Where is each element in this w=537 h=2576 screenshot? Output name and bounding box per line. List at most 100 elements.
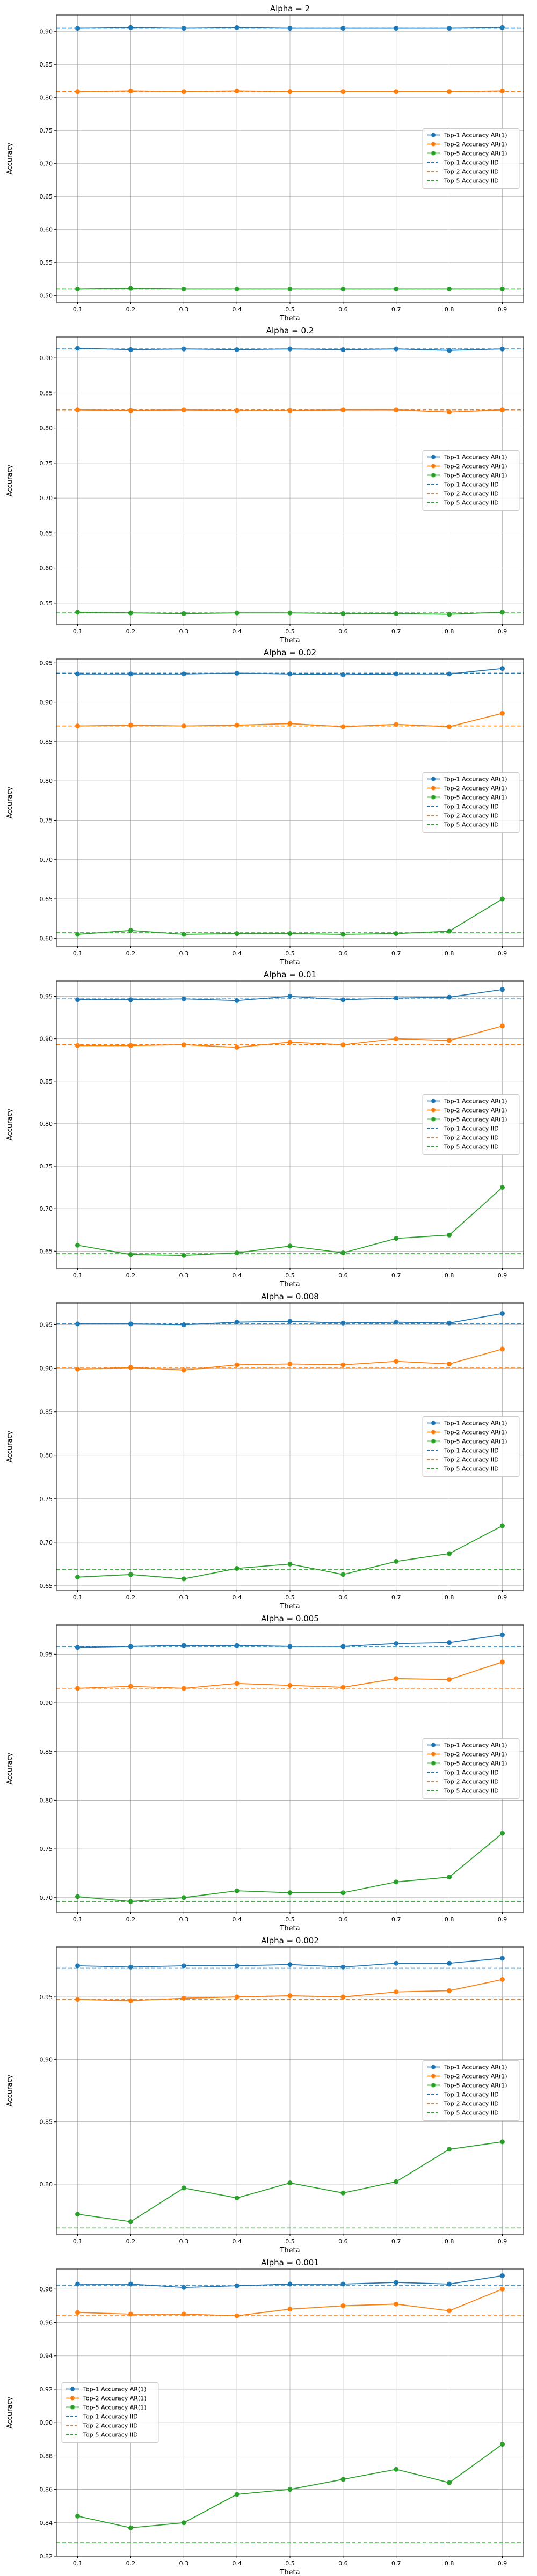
legend-swatch-marker bbox=[431, 1761, 436, 1766]
data-point bbox=[447, 2281, 452, 2287]
x-tick-label: 0.6 bbox=[338, 2560, 348, 2567]
legend-label: Top-1 Accuracy AR(1) bbox=[444, 1742, 507, 1749]
legend-label: Top-1 Accuracy AR(1) bbox=[83, 2386, 147, 2393]
data-point bbox=[234, 1681, 240, 1686]
data-point bbox=[340, 1964, 346, 1970]
x-tick-label: 0.3 bbox=[179, 2238, 189, 2245]
data-point bbox=[181, 1643, 186, 1648]
data-point bbox=[181, 671, 186, 677]
x-tick-label: 0.1 bbox=[73, 2238, 83, 2245]
x-tick-label: 0.7 bbox=[391, 2560, 401, 2567]
x-tick-label: 0.6 bbox=[338, 1272, 348, 1279]
legend-label: Top-5 Accuracy AR(1) bbox=[444, 1116, 507, 1123]
chart-title: Alpha = 0.2 bbox=[266, 326, 314, 335]
legend-swatch-marker bbox=[431, 464, 436, 469]
y-tick-label: 0.75 bbox=[40, 817, 53, 824]
data-point bbox=[499, 2286, 505, 2292]
x-tick-label: 0.5 bbox=[285, 2560, 295, 2567]
x-tick-label: 0.5 bbox=[285, 950, 295, 957]
data-point bbox=[447, 2147, 452, 2152]
legend-label: Top-2 Accuracy AR(1) bbox=[444, 141, 507, 148]
y-tick-label: 0.80 bbox=[40, 2181, 53, 2188]
data-point bbox=[181, 611, 186, 616]
data-point bbox=[75, 1645, 81, 1650]
x-tick-label: 0.5 bbox=[285, 1272, 295, 1279]
y-tick-label: 0.88 bbox=[40, 2453, 53, 2460]
legend-swatch-marker bbox=[431, 777, 436, 781]
y-tick-label: 0.85 bbox=[40, 390, 53, 397]
data-point bbox=[287, 1682, 293, 1688]
data-point bbox=[340, 2281, 346, 2287]
x-tick-label: 0.4 bbox=[232, 1594, 242, 1601]
data-point bbox=[340, 997, 346, 1002]
legend-label: Top-1 Accuracy IID bbox=[444, 2091, 499, 2098]
data-point bbox=[447, 724, 452, 729]
data-point bbox=[340, 2477, 346, 2482]
data-point bbox=[447, 671, 452, 677]
legend-label: Top-1 Accuracy IID bbox=[444, 803, 499, 810]
legend-swatch-marker bbox=[70, 2387, 75, 2391]
legend-label: Top-1 Accuracy AR(1) bbox=[444, 776, 507, 783]
y-tick-label: 0.50 bbox=[40, 292, 53, 299]
legend-label: Top-5 Accuracy AR(1) bbox=[444, 1438, 507, 1445]
y-tick-label: 0.75 bbox=[40, 460, 53, 467]
data-point bbox=[447, 2480, 452, 2485]
data-point bbox=[75, 1963, 81, 1968]
legend-label: Top-2 Accuracy IID bbox=[444, 169, 499, 175]
x-tick-label: 0.5 bbox=[285, 306, 295, 313]
x-tick-label: 0.3 bbox=[179, 2560, 189, 2567]
data-point bbox=[128, 1252, 133, 1257]
data-point bbox=[499, 1523, 505, 1528]
x-axis-label: Theta bbox=[279, 2568, 300, 2576]
chart-panel: Alpha = 0.002 0.1 0.2 0.3 0.4 0.5 0.6 0.7 0.8 0.9… bbox=[6, 1936, 524, 2255]
data-point bbox=[394, 1559, 399, 1564]
y-tick-label: 0.85 bbox=[40, 738, 53, 745]
y-tick-label: 0.55 bbox=[40, 259, 53, 266]
data-point bbox=[128, 722, 133, 728]
legend-label: Top-2 Accuracy AR(1) bbox=[83, 2395, 147, 2402]
legend: Top-1 Accuracy AR(1) Top-2 Accuracy AR(1)… bbox=[422, 128, 520, 189]
data-point bbox=[75, 1575, 81, 1580]
y-axis-label: Accuracy bbox=[6, 2075, 14, 2107]
legend-box bbox=[422, 1738, 520, 1799]
legend-label: Top-2 Accuracy AR(1) bbox=[444, 2073, 507, 2080]
data-point bbox=[340, 1362, 346, 1367]
data-point bbox=[394, 2179, 399, 2184]
y-axis-label: Accuracy bbox=[6, 143, 14, 175]
legend-swatch-marker bbox=[431, 786, 436, 791]
data-point bbox=[75, 1043, 81, 1048]
chart-panel: Alpha = 0.010.1 0.2 0.3 0.4 0.5 0.6 0.7 0.8 0.90… bbox=[6, 970, 524, 1289]
data-point bbox=[287, 1319, 293, 1324]
y-tick-label: 0.95 bbox=[40, 1994, 53, 2001]
chart-title: Alpha = 2 bbox=[270, 4, 310, 13]
data-point bbox=[234, 1994, 240, 2000]
plot-frame bbox=[56, 658, 524, 947]
data-point bbox=[75, 2281, 81, 2287]
chart-panel: Alpha = 0.008 0.1 0.2 0.3 0.4 0.5 0.6 0.7 0.8 0.9… bbox=[6, 1292, 524, 1611]
data-point bbox=[287, 2281, 293, 2287]
data-point bbox=[394, 1989, 399, 1995]
y-tick-label: 0.75 bbox=[40, 1496, 53, 1503]
y-tick-label: 0.75 bbox=[40, 127, 53, 134]
legend-swatch-marker bbox=[431, 1108, 436, 1113]
x-axis-label: Theta bbox=[279, 1280, 300, 1289]
x-tick-label: 0.7 bbox=[391, 628, 401, 635]
y-axis-label: Accuracy bbox=[6, 1109, 14, 1141]
x-tick-label: 0.7 bbox=[391, 2238, 401, 2245]
legend-label: Top-5 Accuracy IID bbox=[444, 822, 499, 829]
data-point bbox=[447, 1988, 452, 1993]
y-tick-label: 0.75 bbox=[40, 1163, 53, 1170]
x-tick-label: 0.4 bbox=[232, 628, 242, 635]
data-point bbox=[234, 2196, 240, 2201]
data-point bbox=[340, 1572, 346, 1577]
data-point bbox=[499, 666, 505, 671]
legend-box bbox=[422, 1416, 520, 1477]
legend-label: Top-2 Accuracy IID bbox=[444, 1135, 499, 1141]
x-tick-label: 0.6 bbox=[338, 1916, 348, 1923]
data-point bbox=[340, 1994, 346, 2000]
chart-panel: Alpha = 0.005 0.1 0.2 0.3 0.4 0.5 0.6 0.7 0.8 0.9… bbox=[6, 1614, 524, 1933]
x-tick-label: 0.1 bbox=[73, 1594, 83, 1601]
data-point bbox=[287, 2487, 293, 2492]
legend: Top-1 Accuracy AR(1) Top-2 Accuracy AR(1)… bbox=[61, 2382, 159, 2443]
data-point bbox=[181, 1963, 186, 1968]
